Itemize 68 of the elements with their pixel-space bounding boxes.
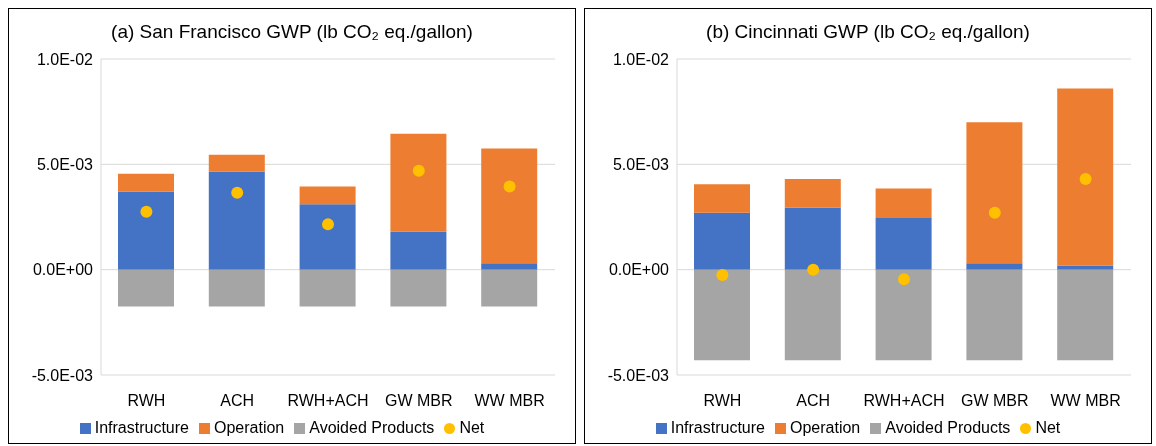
bar <box>208 269 265 307</box>
bar <box>481 269 538 307</box>
bar <box>694 184 750 213</box>
bar <box>299 204 356 270</box>
point <box>1079 173 1092 186</box>
bar <box>784 179 841 208</box>
legend-label: Avoided Products <box>309 419 435 436</box>
bar <box>875 269 932 361</box>
x-tick-label: WW MBR <box>1050 392 1121 410</box>
y-tick-label: 5.0E-03 <box>612 156 670 174</box>
point <box>807 263 820 276</box>
bar <box>481 148 538 264</box>
bar <box>966 122 1023 264</box>
point <box>503 180 516 193</box>
x-tick-label: RWH+ACH <box>863 392 945 410</box>
point <box>140 205 153 218</box>
y-tick-label: 5.0E-03 <box>36 156 94 174</box>
point <box>988 206 1001 219</box>
bar <box>390 133 447 232</box>
x-tick-label: RWH <box>127 392 166 410</box>
y-tick-label: 0.0E+00 <box>32 261 94 279</box>
bar <box>966 263 1023 270</box>
bar <box>875 188 932 219</box>
bar <box>208 154 265 172</box>
bar <box>1057 269 1114 361</box>
chart-title: (b) Cincinnati GWP (lb CO₂ eq./gallon) <box>705 21 1031 44</box>
bar <box>118 191 174 270</box>
y-tick-label: 1.0E-02 <box>36 50 94 68</box>
bar <box>875 218 932 270</box>
bar <box>118 173 174 192</box>
x-tick-label: RWH+ACH <box>287 392 369 410</box>
legend-label: Infrastructure <box>94 419 189 436</box>
bar <box>118 269 174 307</box>
point <box>322 218 334 231</box>
bar <box>481 263 538 270</box>
legend-label: Avoided Products <box>885 419 1011 436</box>
bar <box>694 269 750 361</box>
x-tick-label: ACH <box>796 392 831 410</box>
chart-title: (a) San Francisco GWP (lb CO₂ eq./gallon) <box>110 21 474 44</box>
x-tick-label: GW MBR <box>385 392 453 410</box>
point <box>412 164 425 177</box>
bar <box>1057 88 1114 266</box>
legend-label: Infrastructure <box>670 419 765 436</box>
bar <box>966 269 1023 361</box>
bar <box>299 269 356 307</box>
y-tick-label: -5.0E-03 <box>31 366 94 384</box>
legend-label: Operation <box>789 419 861 436</box>
y-tick-label: -5.0E-03 <box>607 366 670 384</box>
legend-label: Operation <box>213 419 285 436</box>
bar <box>299 186 356 205</box>
bar <box>784 207 841 270</box>
x-tick-label: WW MBR <box>474 392 545 410</box>
point <box>231 186 244 199</box>
point <box>898 273 910 286</box>
legend-label: Net <box>459 419 485 436</box>
y-tick-label: 0.0E+00 <box>608 261 670 279</box>
point <box>716 268 729 281</box>
bar <box>208 171 265 270</box>
x-tick-label: RWH <box>703 392 742 410</box>
bar <box>390 231 447 270</box>
bar <box>784 269 841 361</box>
bar <box>390 269 447 307</box>
x-tick-label: ACH <box>220 392 255 410</box>
legend-label: Net <box>1035 419 1061 436</box>
y-tick-label: 1.0E-02 <box>612 50 670 68</box>
x-tick-label: GW MBR <box>961 392 1029 410</box>
bar <box>694 212 750 270</box>
bar <box>1057 265 1114 270</box>
